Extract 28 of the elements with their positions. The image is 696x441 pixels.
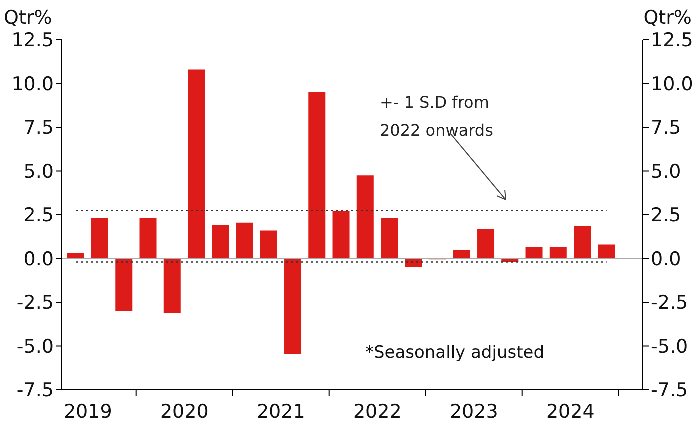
y-axis-title: Qtr% [4, 7, 52, 29]
y-tick-label: -7.5 [16, 380, 54, 402]
x-tick-label: 2021 [256, 401, 306, 423]
x-tick-label: 2019 [64, 401, 112, 423]
y2-tick-label: -2.5 [651, 292, 688, 314]
annotation: +- 1 S.D from 2022 onwards [380, 93, 494, 140]
y-tick-label: 7.5 [24, 117, 54, 140]
annotation: *Seasonally adjusted [365, 343, 545, 363]
y2-tick-label: -7.5 [651, 380, 688, 402]
y2-axis-title: Qtr% [644, 7, 692, 29]
y-tick-label: 5.0 [24, 160, 54, 183]
x-tick-label: 2024 [546, 401, 595, 423]
x-tick-label: 2023 [450, 401, 498, 423]
y-tick-label: 0.0 [24, 248, 54, 270]
y2-tick-label: 7.5 [651, 117, 682, 140]
y2-tick-label: 12.5 [651, 30, 694, 52]
y-tick-label: 12.5 [12, 30, 54, 52]
y-tick-label: 2.5 [24, 204, 54, 227]
y2-tick-label: -5.0 [651, 336, 688, 358]
y2-tick-label: 2.5 [651, 204, 682, 227]
y2-tick-label: 10.0 [651, 73, 694, 96]
x-tick-label: 2022 [353, 401, 402, 423]
y-tick-label: -5.0 [16, 336, 54, 358]
y2-tick-label: 5.0 [651, 160, 682, 183]
y2-tick-label: 0.0 [651, 248, 682, 270]
y-tick-label: 10.0 [12, 73, 54, 96]
y-tick-label: -2.5 [16, 292, 54, 314]
x-tick-label: 2020 [160, 401, 209, 423]
